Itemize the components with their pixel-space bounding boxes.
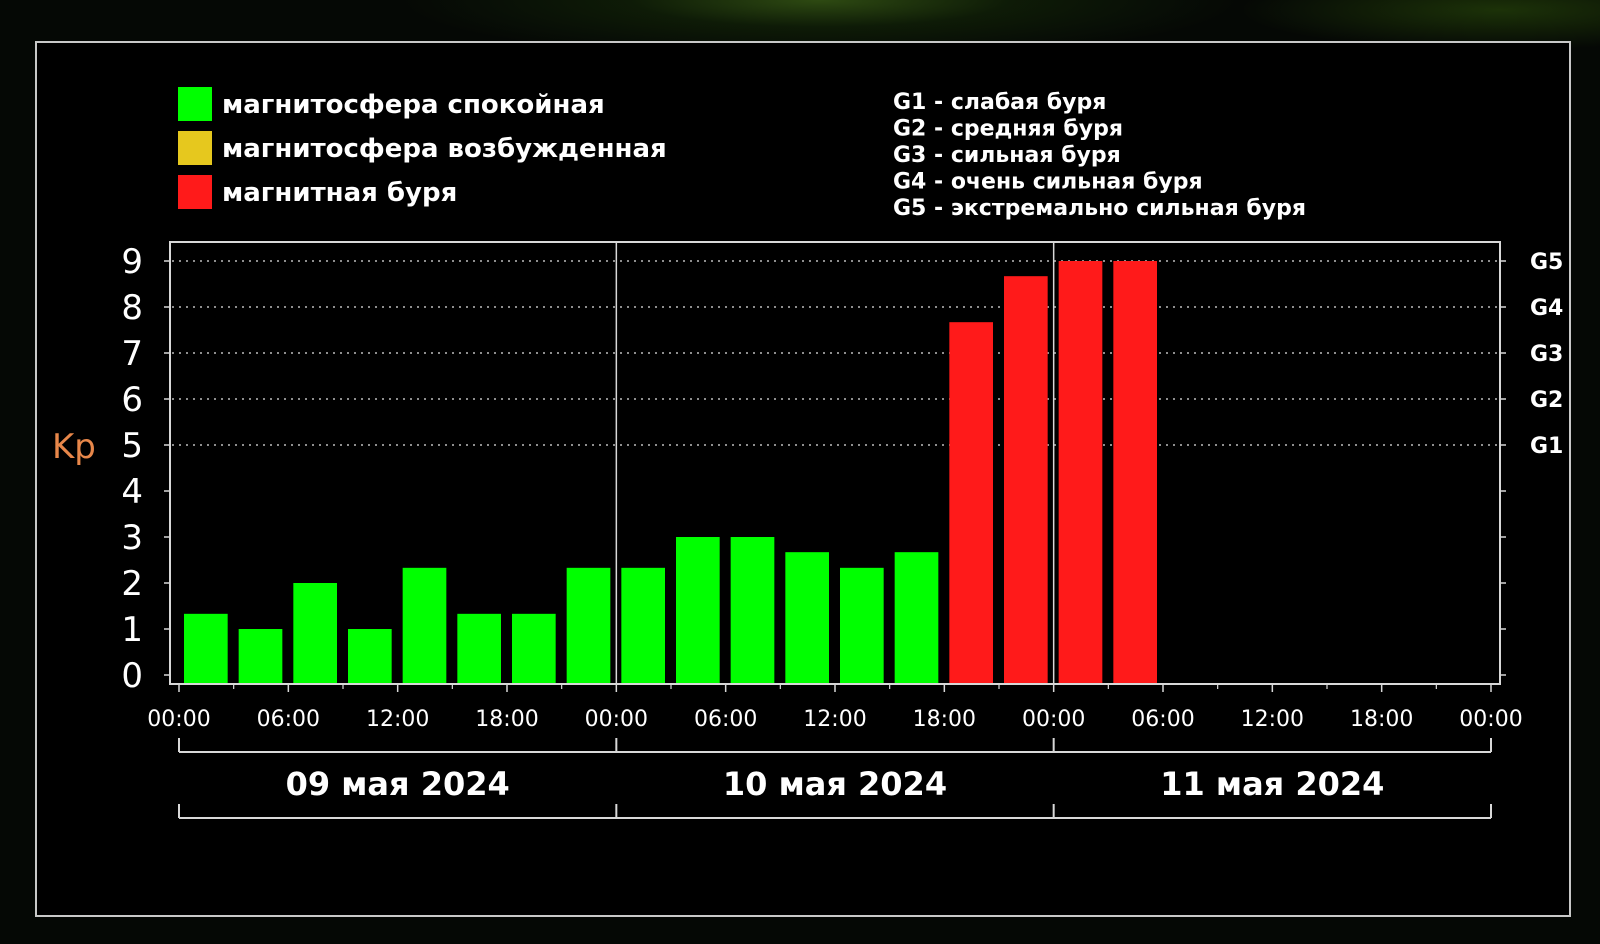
y-tick-label: 8 xyxy=(121,288,143,328)
y-tick-label: 4 xyxy=(121,472,143,512)
kp-bar xyxy=(348,629,392,685)
x-tick-label: 00:00 xyxy=(1022,707,1085,732)
storm-level-entry: G2 - средняя буря xyxy=(893,117,1123,142)
legend-swatch xyxy=(178,175,212,209)
y-tick-label: 0 xyxy=(121,656,143,696)
x-tick-label: 18:00 xyxy=(475,707,538,732)
kp-bar xyxy=(1058,261,1103,685)
g-level-label: G5 xyxy=(1530,250,1563,275)
axes: 0 1 2 3 4 5 6 7 8 9 G1 G2 G3 G4 G5 00:00 06:00 12:00 18:00… xyxy=(121,241,1563,819)
legend-label: магнитосфера спокойная xyxy=(222,90,605,120)
storm-level-entry: G4 - очень сильная буря xyxy=(893,170,1203,195)
plot-area-border xyxy=(169,241,1501,685)
kp-bar xyxy=(621,567,665,685)
g-level-label: G2 xyxy=(1530,388,1563,413)
storm-level-entry: G1 - слабая буря xyxy=(893,90,1106,115)
kp-bar xyxy=(238,629,283,685)
g-level-label: G3 xyxy=(1530,342,1563,367)
y-axis-label: Kp xyxy=(52,427,96,467)
kp-bar xyxy=(512,613,556,685)
x-tick-label: 12:00 xyxy=(366,707,429,732)
y-tick-label: 9 xyxy=(121,242,143,282)
kp-bar xyxy=(293,583,337,685)
chart-frame xyxy=(35,41,1571,917)
x-tick-label: 18:00 xyxy=(1350,707,1413,732)
y-tick-label: 2 xyxy=(121,564,143,604)
x-tick-label: 00:00 xyxy=(585,707,648,732)
kp-bar xyxy=(840,567,884,685)
day-label: 10 мая 2024 xyxy=(723,765,947,803)
x-tick-label: 06:00 xyxy=(257,707,320,732)
gridlines xyxy=(172,260,1498,446)
x-tick-label: 06:00 xyxy=(1131,707,1194,732)
x-tick-label: 12:00 xyxy=(803,707,866,732)
day-label: 11 мая 2024 xyxy=(1160,765,1384,803)
y-tick-label: 1 xyxy=(121,610,143,650)
legend-label: магнитосфера возбужденная xyxy=(222,134,667,164)
legend-label: магнитная буря xyxy=(222,178,457,208)
x-tick-label: 12:00 xyxy=(1241,707,1304,732)
kp-bar xyxy=(402,567,447,685)
kp-bar xyxy=(785,552,829,685)
storm-level-entry: G5 - экстремально сильная буря xyxy=(893,196,1306,221)
kp-bar xyxy=(457,613,501,685)
x-tick-label: 00:00 xyxy=(1459,707,1522,732)
day-label: 09 мая 2024 xyxy=(286,765,510,803)
bars xyxy=(184,261,1157,685)
storm-level-entry: G3 - сильная буря xyxy=(893,143,1121,168)
kp-bar xyxy=(949,322,993,685)
y-tick-label: 3 xyxy=(121,518,143,558)
y-tick-label: 6 xyxy=(121,380,143,420)
kp-bar xyxy=(184,613,228,685)
color-legend: магнитосфера спокойная магнитосфера возбу… xyxy=(178,87,667,209)
x-tick-label: 00:00 xyxy=(147,707,210,732)
legend-swatch xyxy=(178,131,212,165)
y-tick-label: 7 xyxy=(121,334,143,374)
legend-swatch xyxy=(178,87,212,121)
x-tick-label: 18:00 xyxy=(913,707,976,732)
g-level-label: G1 xyxy=(1530,434,1563,459)
kp-bar xyxy=(730,537,775,685)
kp-bar xyxy=(894,552,939,685)
kp-bar xyxy=(566,567,611,685)
kp-bar xyxy=(1004,276,1048,685)
kp-bar xyxy=(676,537,720,685)
kp-bar xyxy=(1113,261,1157,685)
y-tick-label: 5 xyxy=(121,426,143,466)
g-level-label: G4 xyxy=(1530,296,1563,321)
x-tick-label: 06:00 xyxy=(694,707,757,732)
